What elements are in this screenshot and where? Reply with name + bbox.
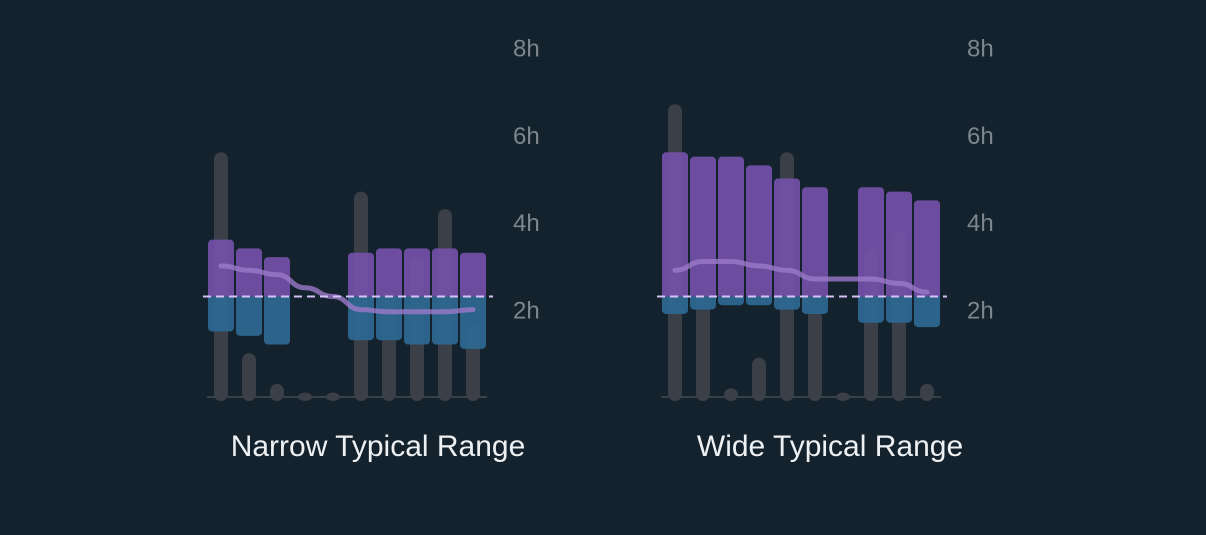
daily-bar (836, 392, 850, 401)
wide-range-caption: Wide Typical Range (697, 430, 963, 463)
range-bar-upper (774, 178, 800, 297)
range-bar-upper (886, 191, 912, 297)
daily-bar (298, 392, 312, 401)
y-tick-label: 8h (513, 35, 540, 62)
range-bar-upper (348, 252, 374, 297)
range-bar-upper (802, 187, 828, 297)
narrow-range-caption: Narrow Typical Range (231, 430, 526, 463)
range-bar-lower (886, 296, 912, 323)
y-tick-label: 2h (967, 298, 994, 325)
range-bar-lower (662, 296, 688, 314)
y-tick-label: 6h (513, 123, 540, 150)
range-bar-upper (432, 248, 458, 297)
y-tick-label: 6h (967, 123, 994, 150)
average-line (218, 263, 476, 315)
average-line (672, 259, 930, 295)
range-bar-lower (746, 296, 772, 306)
range-bar-lower (858, 296, 884, 323)
range-bar-upper (718, 156, 744, 297)
range-bar-lower (208, 296, 234, 332)
daily-bar (270, 383, 284, 401)
range-bar-lower (802, 296, 828, 314)
range-bar-upper (376, 248, 402, 297)
y-tick-label: 8h (967, 35, 994, 62)
range-bar-upper (690, 156, 716, 297)
daily-bar (724, 388, 738, 401)
range-bar-lower (404, 296, 430, 345)
narrow-range-chart: 2h 4h 6h 8h (203, 35, 540, 401)
range-bar-lower (718, 296, 744, 306)
range-bar-lower (690, 296, 716, 310)
range-bar-upper (662, 152, 688, 297)
wide-range-chart: 2h 4h 6h 8h (657, 35, 994, 402)
daily-bar (808, 309, 822, 401)
range-bar-upper (858, 187, 884, 297)
range-bar-lower (914, 296, 940, 328)
range-bar-upper (914, 200, 940, 297)
range-bar-lower (432, 296, 458, 345)
range-bar-lower (236, 296, 262, 336)
range-bar-lower (376, 296, 402, 341)
daily-bar (920, 383, 934, 401)
range-bar-upper (746, 165, 772, 297)
y-tick-label: 4h (513, 210, 540, 237)
range-bar-lower (264, 296, 290, 345)
y-tick-label: 4h (967, 210, 994, 237)
range-bar-upper (460, 252, 486, 297)
daily-bar (696, 292, 710, 401)
daily-bar (242, 353, 256, 401)
daily-bar (752, 357, 766, 401)
range-bar-lower (774, 296, 800, 310)
daily-bar (326, 392, 340, 401)
y-tick-label: 2h (513, 298, 540, 325)
range-bar-upper (404, 248, 430, 297)
